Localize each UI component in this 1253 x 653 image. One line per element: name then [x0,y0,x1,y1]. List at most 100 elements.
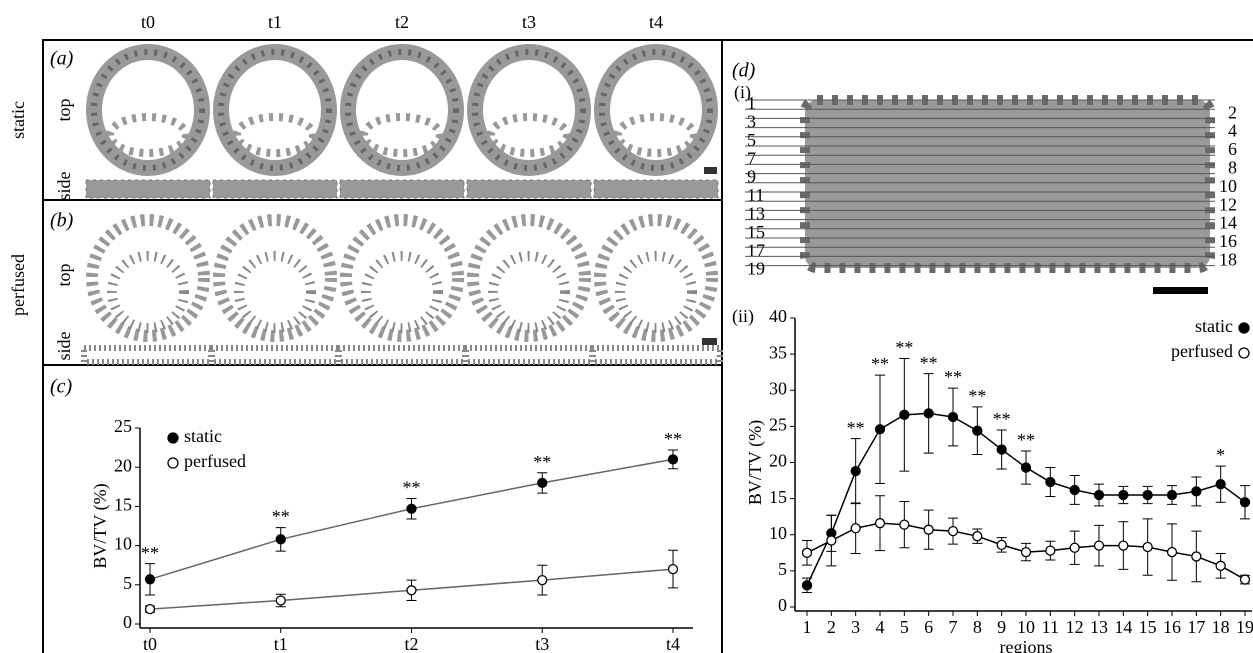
data-point [406,585,417,596]
x-tick-label: 14 [1114,617,1132,637]
region-number: 8 [1228,158,1237,178]
sub-label: (i) [734,82,751,103]
scale-bar [1153,287,1208,294]
y-tick-label: 25 [769,415,787,435]
y-tick-label: 15 [114,495,132,515]
y-tick-label: 0 [123,612,132,632]
column-label: t2 [395,12,409,32]
y-tick-label: 10 [769,523,787,543]
scaffold-image [805,100,1210,268]
data-point [850,523,861,534]
data-point [1069,484,1080,496]
x-tick-label: t4 [666,634,680,653]
scaffold-texture [218,49,332,171]
significance: ** [403,478,421,498]
data-point [923,524,934,535]
data-point [996,444,1007,455]
data-point [874,424,886,435]
scaffold-inner [488,251,570,333]
x-tick-label: t0 [143,634,157,653]
x-axis-label: regions [1000,637,1053,653]
x-tick-label: 3 [851,617,860,637]
data-point [1239,574,1251,585]
data-point [1166,546,1178,558]
column-label: t4 [649,12,663,32]
scaffold-top [86,214,210,342]
panel-frame [721,39,1253,653]
data-point [1239,497,1251,508]
x-tick-label: t1 [274,634,288,653]
legend-label: perfused [184,451,246,471]
scaffold-inner [107,251,189,333]
y-tick-label: 20 [114,455,132,475]
data-point [275,595,286,606]
region-number: 7 [747,148,756,168]
significance: ** [968,386,986,406]
scaffold-side [462,345,596,365]
x-tick-label: 1 [803,617,812,637]
column-label: t0 [141,12,155,32]
significance: ** [920,353,938,373]
x-tick-label: 11 [1042,617,1059,637]
scaffold-top [594,214,718,342]
y-axis-label: BV/TV (%) [90,483,111,568]
scaffold-side [466,179,592,199]
x-tick-label: 5 [900,617,909,637]
region-number: 18 [1219,250,1237,270]
x-tick-label: 19 [1236,617,1253,637]
y-tick-label: 10 [114,534,132,554]
data-point [947,525,959,537]
x-tick-label: 7 [949,617,958,637]
data-point [1166,489,1178,501]
region-number: 15 [747,222,765,242]
view-label: side [54,331,74,360]
scaffold-side [335,345,469,365]
significance: ** [664,429,682,449]
x-tick-label: 18 [1212,617,1230,637]
legend-marker [1238,347,1250,359]
x-tick-label: 6 [924,617,933,637]
legend-marker [1238,322,1250,334]
region-number: 6 [1228,139,1237,159]
y-tick-label: 30 [769,378,787,398]
x-tick-label: 12 [1066,617,1084,637]
x-tick-label: 9 [997,617,1006,637]
data-point [537,477,548,489]
panel-label: (b) [50,210,74,232]
data-point [667,454,679,465]
data-point [1069,542,1080,553]
view-label: top [54,263,74,286]
data-point [1093,540,1105,551]
data-point [996,539,1007,551]
scaffold-side [339,179,465,199]
region-number: 13 [747,204,765,224]
data-point [275,534,286,545]
scaffold-texture [91,49,205,171]
data-point [1215,479,1226,490]
region-number: 10 [1219,176,1237,196]
x-tick-label: 17 [1187,617,1205,637]
scaffold-inner [487,113,571,157]
legend-label: static [1195,316,1233,336]
data-point [899,409,910,420]
significance: ** [533,452,551,472]
scale-bar [704,167,717,174]
scaffold-inner [615,251,697,333]
scaffold-top [467,214,591,342]
legend-label: perfused [1171,341,1233,361]
scaffold-top [340,214,464,342]
scaffold-texture [800,95,1215,273]
x-tick-label: 2 [827,617,836,637]
scaffold-inner [106,113,190,157]
y-tick-label: 35 [769,342,787,362]
column-label: t3 [522,12,536,32]
sub-label: (ii) [732,306,754,327]
scaffold-inner [233,113,317,157]
panel-label: (d) [732,60,756,82]
region-number: 2 [1228,102,1237,122]
data-point [1215,560,1226,571]
data-point [1093,489,1105,501]
data-point [1118,540,1129,551]
panel-label: (c) [50,376,73,398]
data-point [537,574,548,586]
